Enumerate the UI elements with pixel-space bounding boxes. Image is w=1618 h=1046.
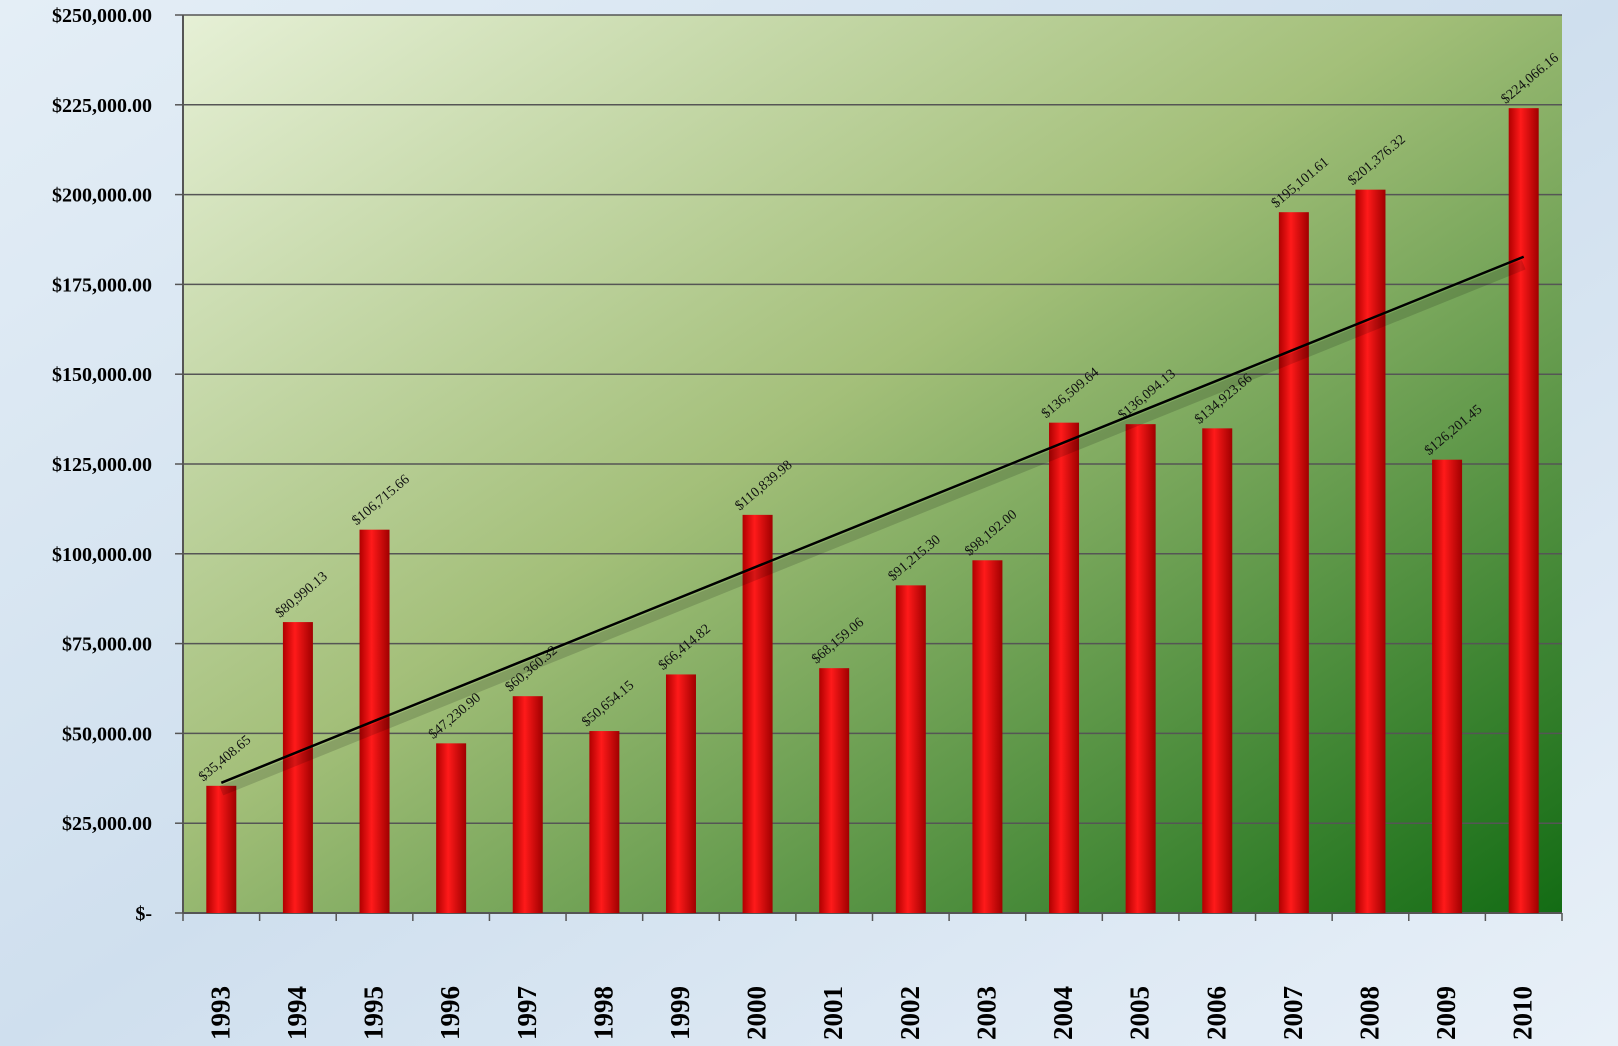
bar: [1508, 108, 1539, 913]
bar: [665, 674, 696, 913]
y-tick-label: $200,000.00: [52, 185, 152, 207]
x-tick-label: 2001: [818, 986, 848, 1040]
x-tick-label: 1997: [512, 986, 542, 1040]
y-tick-label: $125,000.00: [52, 454, 152, 476]
x-tick-label: 1995: [359, 986, 389, 1040]
x-tick-label: 2010: [1508, 986, 1538, 1040]
x-tick-label: 1994: [282, 986, 312, 1040]
x-tick-label: 2009: [1431, 986, 1461, 1040]
bar: [742, 514, 773, 913]
y-tick-label: $100,000.00: [52, 544, 152, 566]
x-tick-label: 2002: [895, 986, 925, 1040]
x-tick-label: 2006: [1201, 986, 1231, 1040]
bar: [1278, 212, 1309, 914]
y-tick-label: $225,000.00: [52, 95, 152, 117]
bar: [819, 668, 850, 913]
bar: [895, 585, 926, 913]
bar: [282, 622, 313, 913]
bar: [512, 696, 543, 913]
y-tick-label: $-: [135, 903, 152, 925]
trendline-shadow: [219, 260, 1526, 796]
x-tick-label: 2008: [1354, 986, 1384, 1040]
bar: [436, 743, 467, 913]
y-tick-label: $150,000.00: [52, 364, 152, 386]
y-tick-label: $25,000.00: [62, 813, 152, 835]
y-tick-label: $175,000.00: [52, 274, 152, 296]
y-tick-label: $75,000.00: [62, 634, 152, 656]
x-tick-label: 2007: [1278, 986, 1308, 1040]
trendline: [220, 255, 1525, 784]
y-tick-label: $250,000.00: [52, 5, 152, 27]
bar: [972, 560, 1003, 913]
x-tick-label: 1999: [665, 986, 695, 1040]
x-tick-label: 1998: [588, 986, 618, 1040]
x-tick-label: 2005: [1125, 986, 1155, 1040]
y-tick-label: $50,000.00: [62, 723, 152, 745]
x-tick-label: 2003: [971, 986, 1001, 1040]
x-tick-label: 1996: [435, 986, 465, 1040]
bar: [1432, 459, 1463, 913]
bar: [1125, 424, 1156, 913]
bar: [1202, 428, 1233, 913]
bar: [1355, 189, 1386, 914]
bar: [1049, 422, 1080, 913]
x-tick-label: 2000: [742, 986, 772, 1040]
x-tick-label: 2004: [1048, 986, 1078, 1040]
x-tick-label: 1993: [205, 986, 235, 1040]
bar: [206, 785, 237, 913]
bar: [589, 731, 620, 913]
